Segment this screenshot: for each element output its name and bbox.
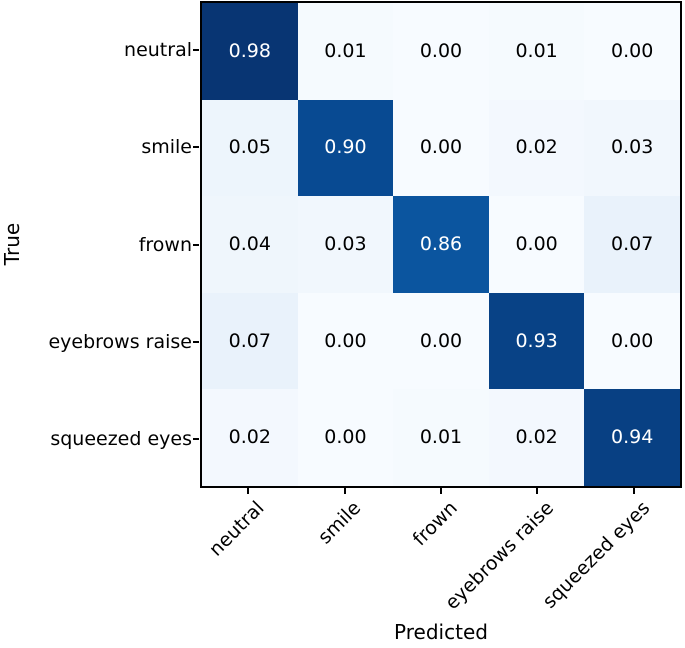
x-tick-mark xyxy=(247,488,250,494)
heatmap-cell: 0.07 xyxy=(202,292,298,390)
x-tick-mark xyxy=(343,488,346,494)
heatmap-cell: 0.00 xyxy=(297,389,394,486)
x-tick-mark xyxy=(536,488,539,494)
y-tick-mark xyxy=(193,146,199,149)
heatmap-cell: 0.02 xyxy=(202,389,298,486)
heatmap-cell: 0.98 xyxy=(202,3,298,100)
heatmap-cell: 0.04 xyxy=(202,196,298,293)
heatmap-cell: 0.05 xyxy=(202,99,298,197)
heatmap-cell: 0.86 xyxy=(393,196,489,293)
heatmap-cell: 0.02 xyxy=(488,99,585,197)
x-tick-label: smile xyxy=(313,497,366,549)
heatmap-cell: 0.02 xyxy=(488,389,585,486)
y-tick-label: eyebrows raise xyxy=(48,330,192,353)
heatmap-cell: 0.00 xyxy=(584,3,680,100)
heatmap-cell: 0.00 xyxy=(393,99,489,197)
x-tick-mark xyxy=(440,488,442,494)
heatmap-cell: 0.01 xyxy=(488,3,585,100)
y-tick-mark xyxy=(193,438,199,441)
heatmap-cell: 0.00 xyxy=(297,292,394,390)
heatmap-cell: 0.07 xyxy=(584,196,680,293)
heatmap-cell: 0.03 xyxy=(584,99,680,197)
x-tick-mark xyxy=(632,488,635,494)
y-tick-label: neutral xyxy=(124,38,192,61)
heatmap-cell: 0.93 xyxy=(488,292,585,390)
heatmap-cell: 0.90 xyxy=(297,99,394,197)
y-tick-mark xyxy=(193,340,199,343)
x-axis-label: Predicted xyxy=(394,620,488,644)
heatmap-cell: 0.03 xyxy=(297,196,394,293)
y-tick-label: smile xyxy=(141,136,192,159)
heatmap-cell: 0.00 xyxy=(393,3,489,100)
x-tick-labels: neutral smile frown eyebrows raise squeezed … xyxy=(200,497,682,622)
heatmap-grid: 0.98 0.01 0.00 0.01 0.00 0.05 0.90 0.00 0.02 0.03… xyxy=(200,1,682,488)
x-tick-label: frown xyxy=(408,497,462,551)
heatmap-cell: 0.94 xyxy=(584,389,680,486)
heatmap-cell: 0.00 xyxy=(488,196,585,293)
y-tick-label: frown xyxy=(138,233,192,256)
y-tick-label: squeezed eyes xyxy=(50,428,192,451)
heatmap-cell: 0.00 xyxy=(393,292,489,390)
heatmap-cell: 0.01 xyxy=(297,3,394,100)
y-tick-mark xyxy=(193,48,199,51)
y-tick-mark xyxy=(193,243,199,246)
y-tick-labels: neutral smile frown eyebrows raise squeezed … xyxy=(0,1,192,488)
heatmap-cell: 0.01 xyxy=(393,389,489,486)
heatmap-cell: 0.00 xyxy=(584,292,680,390)
x-tick-label: neutral xyxy=(205,497,269,561)
